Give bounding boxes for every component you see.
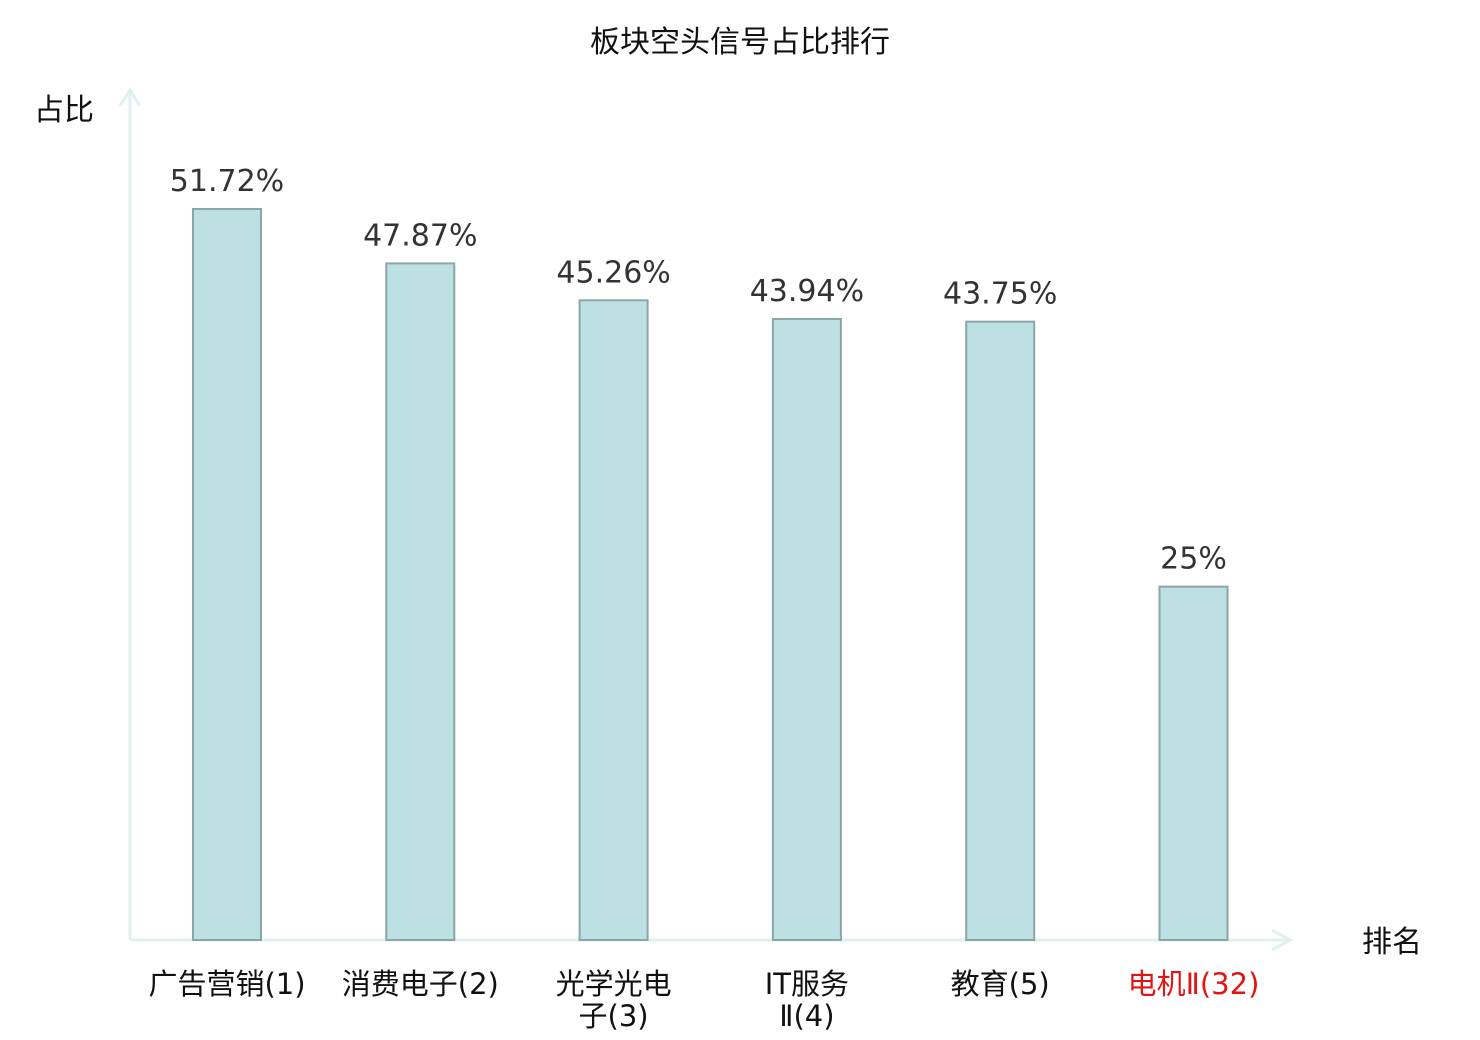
x-axis-arrow <box>1271 928 1294 952</box>
x-tick-label: IT服务 <box>765 967 849 1001</box>
value-labels-group: 51.72% 47.87% 45.26% 43.94% 43.75% 25% <box>170 164 1227 577</box>
bar-value-label: 51.72% <box>170 164 284 199</box>
x-tick-label: Ⅱ(4) <box>779 999 834 1033</box>
bar <box>771 317 842 941</box>
bar-value-label: 43.94% <box>750 274 864 309</box>
bar-value-label: 25% <box>1160 542 1227 577</box>
x-tick-label: 广告营销(1) <box>148 967 305 1001</box>
x-axis-label: 排名 <box>1362 925 1422 960</box>
y-axis-label: 占比 <box>34 93 94 128</box>
x-tick-label: 子(3) <box>579 999 649 1033</box>
bar-value-label: 45.26% <box>556 255 670 290</box>
x-tick-label: 教育(5) <box>951 967 1050 1001</box>
bars-group <box>192 208 1229 942</box>
bar <box>965 320 1036 941</box>
bar <box>578 299 649 941</box>
x-tick-label: 消费电子(2) <box>342 967 499 1001</box>
x-tick-label: 光学光电 <box>556 967 672 1001</box>
chart-title: 板块空头信号占比排行 <box>590 25 890 60</box>
bar <box>192 208 262 941</box>
bar-value-label: 47.87% <box>363 218 477 253</box>
bar-value-label: 43.75% <box>943 277 1057 312</box>
bar <box>1158 585 1229 942</box>
bar <box>385 262 456 942</box>
x-tick-label: 电机Ⅱ(32) <box>1128 967 1260 1001</box>
y-axis-arrow <box>118 87 142 107</box>
